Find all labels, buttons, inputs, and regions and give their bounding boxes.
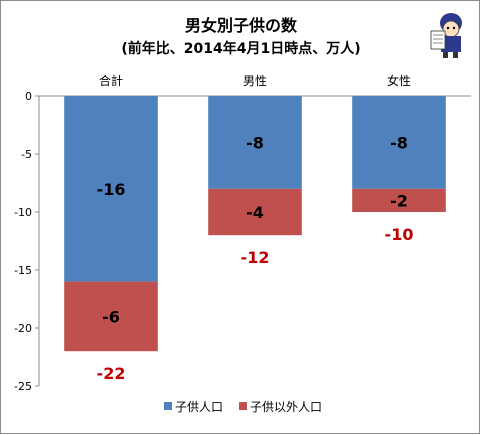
- chart-title: 男女別子供の数: [185, 16, 298, 35]
- legend-swatch: [164, 402, 172, 410]
- mascot-icon: [430, 13, 462, 58]
- bar-children-1: [64, 96, 158, 282]
- y-tick-label: 0: [25, 90, 32, 103]
- data-label: -6: [102, 307, 120, 326]
- bar-non-children-1: [64, 281, 158, 352]
- y-tick-label: -15: [14, 264, 32, 277]
- y-tick-label: -20: [14, 322, 32, 335]
- bar-children-2: [208, 96, 302, 189]
- y-tick-label: -25: [14, 380, 32, 393]
- y-tick-label: -10: [14, 206, 32, 219]
- total-label: -12: [241, 248, 270, 267]
- legend: 子供人口 子供以外人口: [164, 400, 322, 414]
- category-label: 合計: [99, 73, 123, 88]
- data-label: -8: [246, 133, 264, 152]
- data-label: -16: [97, 180, 126, 199]
- legend-swatch: [239, 402, 247, 410]
- bar-non-children-3: [352, 188, 446, 212]
- total-label: -22: [97, 364, 126, 383]
- bar-non-children-2: [208, 188, 302, 236]
- category-label: 男性: [243, 74, 267, 88]
- y-tick-label: -5: [21, 148, 32, 161]
- legend-label: 子供以外人口: [250, 400, 322, 414]
- data-label: -4: [246, 203, 264, 222]
- data-label: -8: [390, 133, 408, 152]
- total-label: -10: [385, 225, 414, 244]
- plot-area: 0 -5 -10 -15 -20 -25 合計 -16 -6 -22 男性 -8 -4 -12 女性 -8 -2…: [14, 73, 471, 393]
- bar-children-3: [352, 96, 446, 189]
- category-label: 女性: [387, 73, 411, 88]
- legend-label: 子供人口: [175, 400, 223, 414]
- data-label: -2: [390, 191, 408, 210]
- chart-subtitle: (前年比、2014年4月1日時点、万人): [121, 40, 360, 57]
